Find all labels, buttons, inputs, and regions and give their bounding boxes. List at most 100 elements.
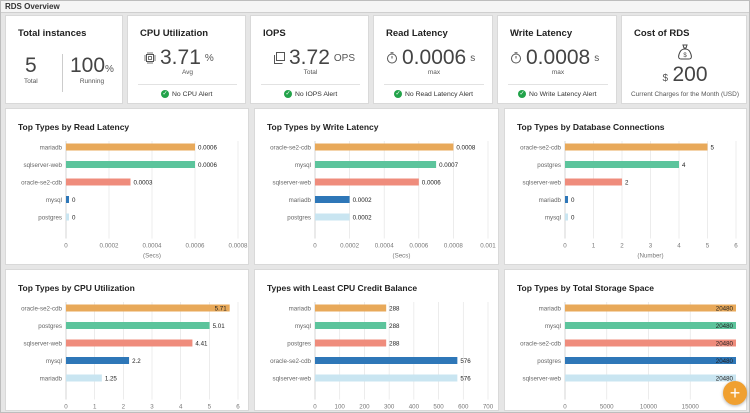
chart-card-cpu-credit: Types with Least CPU Credit Balance 0 100… [254, 269, 499, 411]
category-label: mysql [46, 197, 62, 204]
iops-title: IOPS [263, 28, 286, 39]
chart-card-read-latency: Top Types by Read Latency 0 0.0002 0.0004 0… [5, 108, 249, 265]
chart-card-cpu-utilization: Top Types by CPU Utilization 0 1 2 3 4 5 6 orac… [5, 269, 249, 411]
category-label: postgres [537, 162, 561, 169]
bar [66, 339, 193, 347]
bar [565, 339, 736, 347]
data-label: 0.0006 [422, 179, 441, 186]
bar [315, 322, 387, 329]
running-label: Running [79, 78, 105, 85]
db-connections-chart: 0 1 2 3 4 5 6 oracle-se2-cdb 5 postgres 4 sqlserver… [520, 141, 738, 260]
chart-card-storage-space: Top Types by Total Storage Space 0 5000 10… [504, 269, 747, 411]
svg-text:$: $ [683, 53, 687, 59]
category-label: postgres [287, 215, 311, 222]
data-label: 20480 [716, 323, 734, 330]
data-label: 288 [389, 340, 400, 347]
read-latency-label: max [427, 69, 441, 76]
data-label: 2.2 [132, 358, 141, 365]
bar [565, 213, 568, 221]
data-label: 0.0006 [198, 162, 217, 169]
bar [66, 322, 210, 329]
running-value: 100 [70, 54, 106, 77]
read-latency-value: 0.0006 [402, 46, 467, 69]
x-tick-label: 200 [359, 404, 370, 411]
bar [565, 161, 679, 168]
check-circle-icon: ✓ [394, 90, 402, 98]
read-latency-card: Read Latency 0.0006 s max ✓ No Read Latenc… [373, 15, 493, 104]
data-label: 0.0006 [198, 144, 217, 151]
data-label: 288 [389, 305, 400, 312]
chart-title: Types with Least CPU Credit Balance [267, 283, 418, 293]
total-instances-card: Total instances 5 Total 100% Running [5, 15, 123, 104]
x-tick-label: 0.0008 [444, 243, 463, 250]
cpu-alert-text: No CPU Alert [172, 90, 213, 98]
chart-card-db-connections: Top Types by Database Connections 0 1 2 3 4 5… [504, 108, 747, 265]
bar [66, 357, 130, 364]
data-label: 1.25 [105, 375, 118, 382]
divider [384, 84, 484, 85]
x-tick-label: 500 [433, 404, 444, 411]
data-label: 4 [682, 162, 686, 169]
x-tick-label: 1 [93, 404, 97, 411]
write-latency-label: max [551, 69, 565, 76]
category-label: postgres [287, 341, 311, 348]
total-instances-label: Total [24, 78, 38, 85]
bar [66, 304, 230, 312]
iops-unit: OPS [333, 52, 355, 64]
data-label: 0.0008 [456, 144, 475, 151]
read-latency-alert-text: No Read Latency Alert [405, 90, 474, 98]
category-label: oracle-se2-cdb [21, 180, 62, 187]
x-axis-label: (Secs) [143, 253, 161, 260]
x-tick-label: 5 [208, 404, 212, 411]
data-label: 0.0002 [353, 197, 372, 204]
data-label: 2 [625, 179, 629, 186]
chart-title: Top Types by Total Storage Space [517, 283, 654, 293]
data-label: 288 [389, 323, 400, 330]
cpu-alert-status: ✓ No CPU Alert [161, 90, 212, 98]
write-latency-alert-status: ✓ No Write Latency Alert [518, 90, 597, 98]
check-circle-icon: ✓ [518, 90, 526, 98]
x-tick-label: 5 [706, 243, 710, 250]
add-button[interactable]: + [723, 381, 747, 405]
iops-value: 3.72 [289, 46, 330, 69]
x-tick-label: 3 [649, 243, 653, 250]
data-label: 5.01 [213, 323, 226, 330]
x-tick-label: 300 [384, 404, 395, 411]
divider [138, 84, 237, 85]
category-label: mariadb [289, 306, 312, 313]
chart-title: Top Types by Write Latency [267, 122, 379, 132]
timer-icon [387, 52, 397, 64]
cost-of-rds-card: Cost of RDS $ $ 200 Current Charges for … [621, 15, 747, 104]
x-tick-label: 2 [122, 404, 126, 411]
bar [315, 161, 437, 168]
x-axis-label: (Secs) [393, 253, 411, 260]
cpu-value: 3.71 [160, 46, 201, 69]
page-title: RDS Overview [1, 1, 749, 13]
data-label: 20480 [716, 375, 734, 382]
write-latency-value: 0.0008 [526, 46, 591, 69]
x-tick-label: 400 [409, 404, 420, 411]
x-tick-label: 6 [236, 404, 240, 411]
category-label: oracle-se2-cdb [520, 341, 561, 348]
x-tick-label: 600 [458, 404, 469, 411]
category-label: mysql [46, 358, 62, 365]
data-label: 4.41 [195, 340, 208, 347]
data-label: 0 [72, 214, 76, 221]
bar [66, 213, 69, 221]
bar [565, 143, 708, 151]
bar [315, 339, 387, 347]
x-tick-label: 0 [563, 243, 567, 250]
x-tick-label: 15000 [682, 404, 700, 411]
bar [315, 178, 419, 186]
data-label: 20480 [716, 305, 734, 312]
cpu-utilization-card: CPU Utilization 3.71% Avg ✓ No CPU Alert [127, 15, 246, 104]
check-circle-icon: ✓ [161, 90, 169, 98]
running-unit: % [105, 64, 114, 75]
category-label: mariadb [289, 197, 312, 204]
x-axis-label: (Number) [637, 253, 663, 260]
timer-icon [511, 52, 521, 64]
cost-value: 200 [672, 63, 708, 86]
bar [565, 357, 736, 364]
chart-title: Top Types by CPU Utilization [18, 283, 135, 293]
